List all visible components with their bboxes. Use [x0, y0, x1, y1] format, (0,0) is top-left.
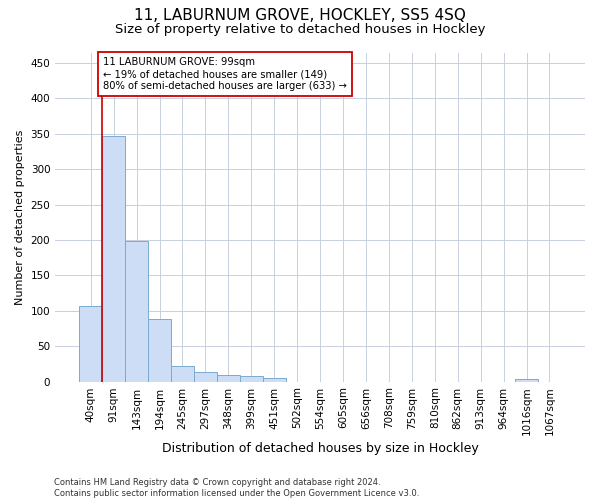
Text: 11 LABURNUM GROVE: 99sqm
← 19% of detached houses are smaller (149)
80% of semi-: 11 LABURNUM GROVE: 99sqm ← 19% of detach… [103, 58, 347, 90]
Bar [217, 375, 240, 382]
Bar [240, 376, 263, 382]
Bar [515, 378, 538, 382]
Y-axis label: Number of detached properties: Number of detached properties [15, 130, 25, 304]
X-axis label: Distribution of detached houses by size in Hockley: Distribution of detached houses by size … [162, 442, 478, 455]
Bar [79, 306, 102, 382]
Text: Size of property relative to detached houses in Hockley: Size of property relative to detached ho… [115, 22, 485, 36]
Bar [148, 320, 171, 382]
Bar [263, 378, 286, 382]
Text: 11, LABURNUM GROVE, HOCKLEY, SS5 4SQ: 11, LABURNUM GROVE, HOCKLEY, SS5 4SQ [134, 8, 466, 22]
Bar [102, 136, 125, 382]
Bar [171, 366, 194, 382]
Bar [125, 240, 148, 382]
Text: Contains HM Land Registry data © Crown copyright and database right 2024.
Contai: Contains HM Land Registry data © Crown c… [54, 478, 419, 498]
Bar [194, 372, 217, 382]
